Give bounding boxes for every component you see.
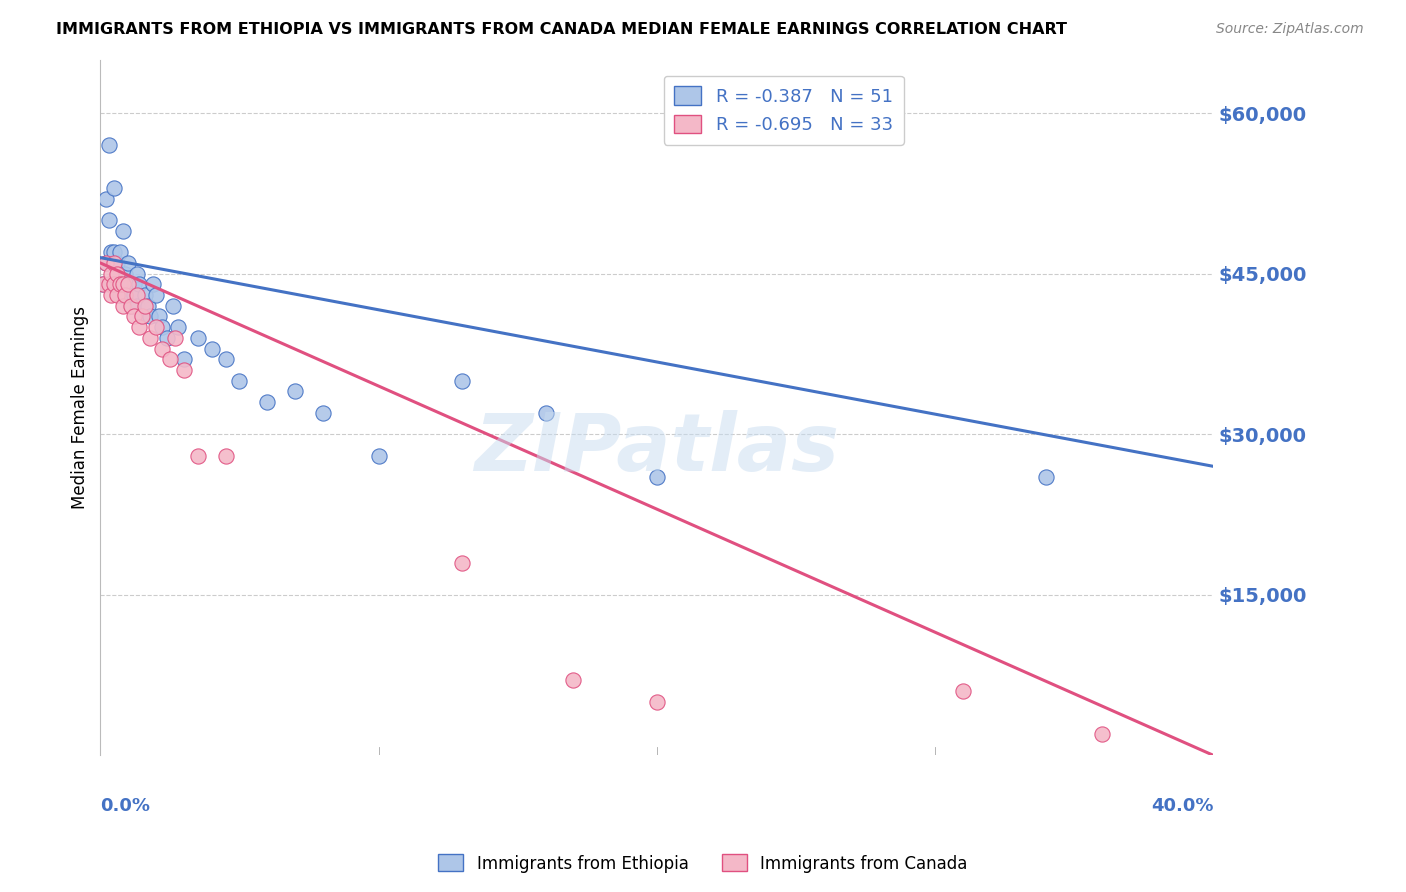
Y-axis label: Median Female Earnings: Median Female Earnings [72,306,89,509]
Point [139,331,162,345]
Point [201,342,224,356]
Point [256,395,278,409]
Point [128,320,150,334]
Point [117,256,139,270]
Point [111,224,134,238]
Point [94,256,117,270]
Legend: Immigrants from Ethiopia, Immigrants from Canada: Immigrants from Ethiopia, Immigrants fro… [432,847,974,880]
Point [451,374,474,388]
Point [145,288,167,302]
Point [103,256,125,270]
Text: IMMIGRANTS FROM ETHIOPIA VS IMMIGRANTS FROM CANADA MEDIAN FEMALE EARNINGS CORREL: IMMIGRANTS FROM ETHIOPIA VS IMMIGRANTS F… [56,22,1067,37]
Point [312,406,335,420]
Point [136,299,159,313]
Point [187,449,209,463]
Point [952,684,974,698]
Point [1035,470,1057,484]
Text: Source: ZipAtlas.com: Source: ZipAtlas.com [1216,22,1364,37]
Point [187,331,209,345]
Point [134,288,156,302]
Point [214,352,236,367]
Point [167,320,190,334]
Point [165,331,187,345]
Point [228,374,250,388]
Point [156,331,179,345]
Point [105,288,128,302]
Text: 0.0%: 0.0% [100,797,150,815]
Point [97,277,120,292]
Point [105,256,128,270]
Point [108,245,131,260]
Point [534,406,557,420]
Point [108,277,131,292]
Point [1091,727,1114,741]
Point [105,267,128,281]
Point [562,673,585,688]
Point [100,267,122,281]
Point [145,320,167,334]
Point [142,277,165,292]
Point [114,267,136,281]
Point [128,277,150,292]
Point [125,267,148,281]
Point [94,192,117,206]
Point [100,277,122,292]
Point [125,288,148,302]
Point [97,138,120,153]
Point [91,277,114,292]
Point [114,288,136,302]
Point [103,277,125,292]
Point [148,310,170,324]
Point [100,288,122,302]
Point [214,449,236,463]
Point [131,310,153,324]
Point [150,342,173,356]
Point [122,288,145,302]
Point [94,256,117,270]
Point [111,277,134,292]
Point [103,181,125,195]
Point [111,277,134,292]
Legend: R = -0.387   N = 51, R = -0.695   N = 33: R = -0.387 N = 51, R = -0.695 N = 33 [664,76,904,145]
Point [108,288,131,302]
Point [97,213,120,227]
Point [103,245,125,260]
Point [117,277,139,292]
Point [120,299,142,313]
Point [162,299,184,313]
Point [111,299,134,313]
Point [645,470,668,484]
Text: ZIPatlas: ZIPatlas [474,410,839,488]
Point [131,310,153,324]
Point [173,352,195,367]
Point [367,449,389,463]
Point [139,310,162,324]
Text: 40.0%: 40.0% [1152,797,1213,815]
Point [122,277,145,292]
Point [150,320,173,334]
Point [103,277,125,292]
Point [645,695,668,709]
Point [105,277,128,292]
Point [122,310,145,324]
Point [159,352,181,367]
Point [120,299,142,313]
Point [117,277,139,292]
Point [284,384,307,399]
Point [451,556,474,570]
Point [114,288,136,302]
Point [173,363,195,377]
Point [125,299,148,313]
Point [120,277,142,292]
Point [134,299,156,313]
Point [100,245,122,260]
Point [91,277,114,292]
